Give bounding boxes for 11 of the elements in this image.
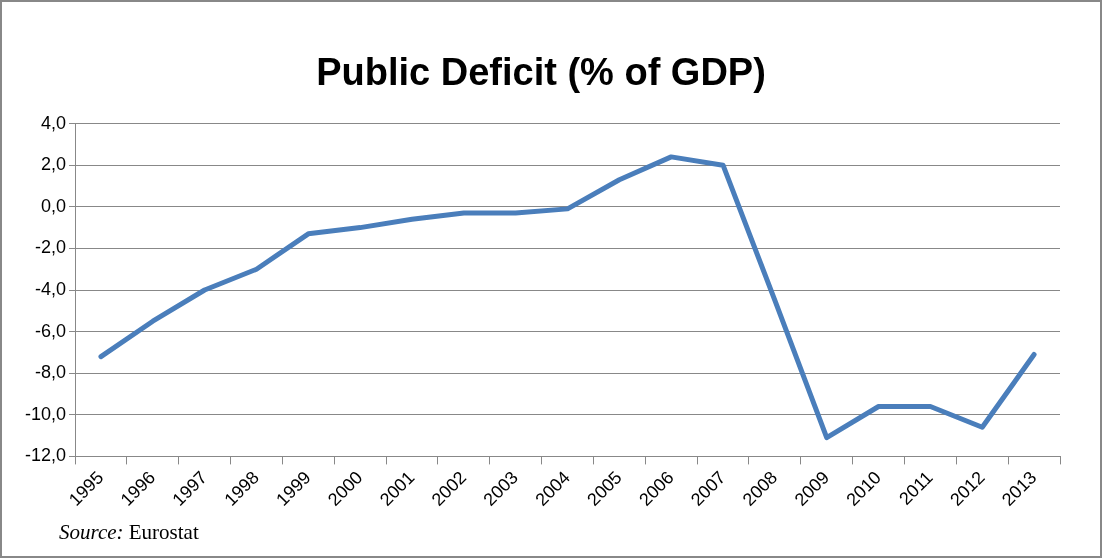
y-tick-label: -12,0 — [25, 445, 67, 466]
y-tick-label: -10,0 — [25, 403, 67, 424]
y-tick-label: 2,0 — [41, 154, 67, 175]
y-tick-label: 0,0 — [41, 195, 67, 216]
y-tick-label: -4,0 — [35, 278, 67, 299]
y-tick-label: 4,0 — [41, 112, 67, 133]
y-tick-label: -8,0 — [35, 362, 67, 383]
y-tick-label: -2,0 — [35, 237, 67, 258]
source-note: Source: Eurostat — [59, 520, 199, 545]
y-tick-label: -6,0 — [35, 320, 67, 341]
chart-title: Public Deficit (% of GDP) — [316, 51, 766, 94]
